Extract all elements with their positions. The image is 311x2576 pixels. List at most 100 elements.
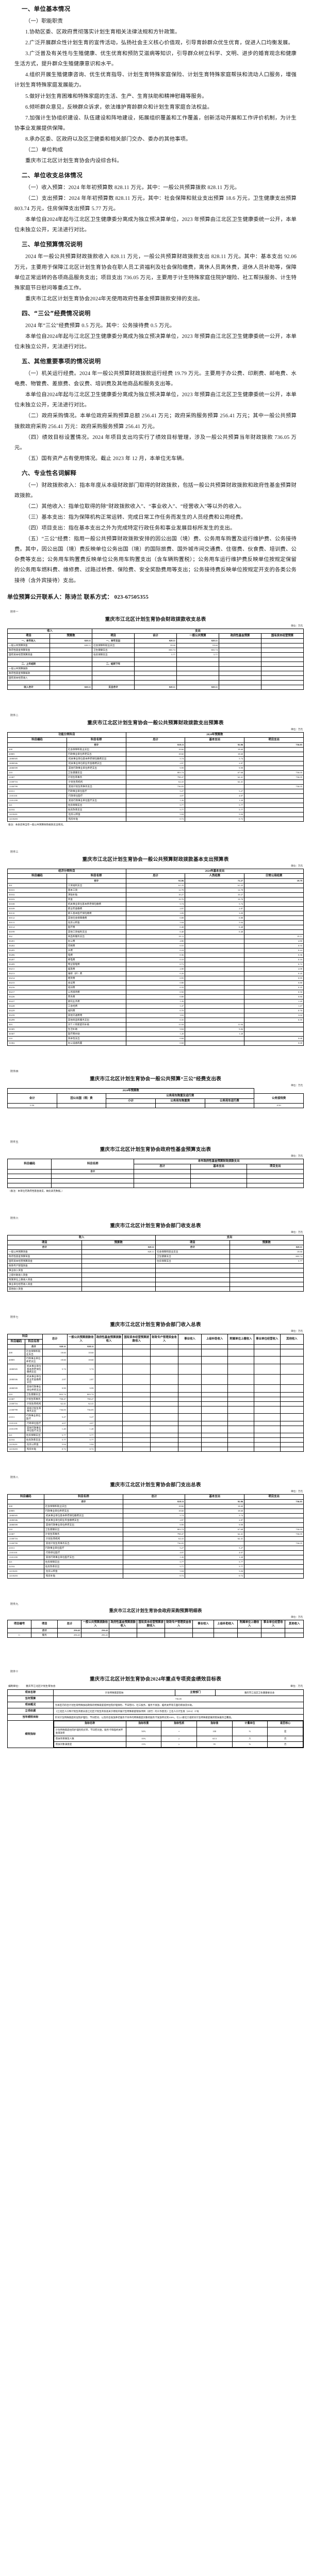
- table-cell: [244, 1564, 304, 1569]
- table-cell: 职工基本医疗保险缴费: [66, 911, 126, 917]
- table-cell: [253, 1374, 281, 1385]
- table-cell: [253, 1420, 281, 1426]
- table-cell: 5.27: [42, 1413, 68, 1421]
- table-cell: [261, 666, 304, 672]
- paragraph: （五）“三公”经费：指用一般公共预算财政拨款安排的因公出国（境）费、公务用车购置…: [14, 536, 297, 584]
- table-cell: 国有资本经营收入: [7, 675, 50, 681]
- table-cell: [285, 1633, 304, 1638]
- table-cell: 62.41: [125, 779, 186, 785]
- table-cell: 736.05: [125, 784, 186, 789]
- group-header-economic-category: 经济分类科目: [7, 868, 126, 874]
- label-project-name: 项目名称: [7, 1689, 54, 1697]
- table-cell: 5.77: [176, 652, 219, 658]
- table-cell: 62.41: [185, 1531, 245, 1537]
- table-row: 30216 培训费 0.35 0.35: [7, 985, 304, 991]
- col-general-public-budget: 一般公共预算: [176, 633, 219, 639]
- table-cell: 卫生健康支出: [24, 1392, 43, 1397]
- table-unit-3: 单位：万元: [291, 864, 303, 867]
- paragraph: （五）国有资产占有使用情况。截止 2023 年 12 月，本单位无车辆。: [25, 455, 188, 462]
- section-heading: 六、专业性名词解释: [22, 469, 77, 477]
- paragraph: 重庆市江北区计划生育协会内设综合科。: [25, 158, 123, 164]
- table-cell: 机关事业单位基本养老保险缴费支出: [24, 1363, 43, 1375]
- table-cell: 5.77: [185, 807, 245, 812]
- table-cell: [150, 1356, 178, 1364]
- table-cell: [185, 1008, 245, 1014]
- table-cell: 计划生育机构: [24, 1401, 43, 1406]
- table-cell: 0.55: [244, 943, 304, 949]
- table-cell: 828.11: [134, 685, 177, 690]
- indicator-row: 计生特殊家庭住院护理险购买率、节日慰问金，服务卡和临终关怀金发放率 50% = 100…: [53, 1727, 303, 1737]
- paragraph: （二）支出预算：2024 年年初预算数 828.11 万元，其中：社会保障和就业…: [14, 196, 297, 212]
- table-cell: 208: [7, 1503, 44, 1509]
- table-cell: 798.47: [42, 1396, 68, 1402]
- table-cell: [201, 1413, 228, 1421]
- table-block-10: 附件十 重庆市江北区计划生育协会2024年重点专项资金绩效目标表 编制单位： 重…: [0, 1670, 311, 1749]
- table-cell: [177, 1420, 202, 1426]
- indicator-cell: %: [232, 1741, 268, 1748]
- table-cell: 30228: [7, 1004, 67, 1009]
- table-cell: [219, 643, 261, 649]
- table-cell: 机关事业单位职业年金缴费支出: [43, 1517, 124, 1523]
- table-cell: C: [7, 1633, 32, 1638]
- attachment-label-1: 附件一: [10, 610, 19, 614]
- table-cell: [227, 1447, 254, 1452]
- table-cell: [94, 1442, 123, 1448]
- table-cell: [253, 1396, 281, 1402]
- table-cell: 1.47: [125, 1004, 186, 1009]
- table-cell: 21007: [7, 1396, 25, 1402]
- table-cell: [177, 1396, 202, 1402]
- table-cell: [7, 1173, 52, 1179]
- table-cell: [7, 1499, 44, 1504]
- col-other-income: 其他收入: [280, 1334, 304, 1345]
- table-row: 国有资本经营收入: [7, 675, 304, 681]
- paragraph: （一）收入预算：2024 年年初预算数 828.11 万元，其中：一般公共预算拨…: [25, 185, 240, 191]
- indicator-cell: 否: [267, 1736, 303, 1742]
- table-cell: 9.99: [185, 765, 245, 771]
- table-cell: [150, 1437, 178, 1443]
- table-cell: 0.35: [244, 985, 304, 991]
- table-row: 30217 公务接待费 0.50 0.50: [7, 990, 304, 995]
- table-cell: [109, 1633, 138, 1638]
- table-row: 财政专户管理资金: [7, 1263, 304, 1269]
- table-row: 30209 物业管理费 0.72 0.72: [7, 962, 304, 968]
- table-cell: 其他行政事业单位医疗支出: [66, 798, 126, 803]
- table-cell: [280, 1442, 304, 1448]
- table-row: 30102 津贴补贴 10.27 10.27: [7, 892, 304, 898]
- table-cell: [227, 1442, 254, 1448]
- col-subject-name: 科目名称: [66, 737, 126, 743]
- table-cell: 30101: [7, 888, 67, 893]
- table-cell: 4.07: [185, 793, 245, 799]
- table-cell: 财政专户管理资金: [7, 1263, 82, 1269]
- col-header: 总计: [57, 1619, 82, 1629]
- col-total: 总计: [123, 1494, 186, 1500]
- table-cell: [50, 671, 92, 676]
- table-cell: [229, 1263, 304, 1269]
- table-cell: 合计: [7, 1245, 82, 1250]
- table-cell: 0.35: [125, 985, 186, 991]
- table-cell: [134, 662, 177, 667]
- table-cell: 1.20: [244, 999, 304, 1005]
- table-cell: 30201: [7, 939, 67, 944]
- table-cell: 4.80: [244, 939, 304, 944]
- table-cell: 30103: [7, 897, 67, 903]
- table-cell: 合计: [66, 742, 126, 748]
- label-indicators: 绩效指标: [7, 1720, 54, 1749]
- table-cell: 政府性基金预算资金: [7, 1254, 82, 1260]
- table-cell: [122, 1405, 151, 1414]
- table-cell: 社会保障和就业支出: [155, 1249, 230, 1255]
- table-cell: [122, 1420, 151, 1426]
- indicator-cell: 15%: [125, 1741, 162, 1748]
- table-cell: [261, 643, 304, 649]
- col-header: 上级补助收入: [213, 1619, 238, 1629]
- col-header: 一般公共预算拨款收入: [81, 1619, 110, 1629]
- table-cell: 61.25: [185, 883, 245, 889]
- table-cell: [244, 756, 304, 761]
- table-cell: 住房公积金: [43, 1568, 124, 1574]
- table-cell: 828.11: [50, 638, 92, 644]
- table-cell: 30211: [7, 967, 67, 972]
- cell-total: 0.50: [7, 1103, 57, 1109]
- table-cell: [244, 816, 304, 822]
- table-cell: [227, 1396, 254, 1402]
- indicator-cell: ≥: [161, 1736, 197, 1742]
- table-cell: [122, 1433, 151, 1438]
